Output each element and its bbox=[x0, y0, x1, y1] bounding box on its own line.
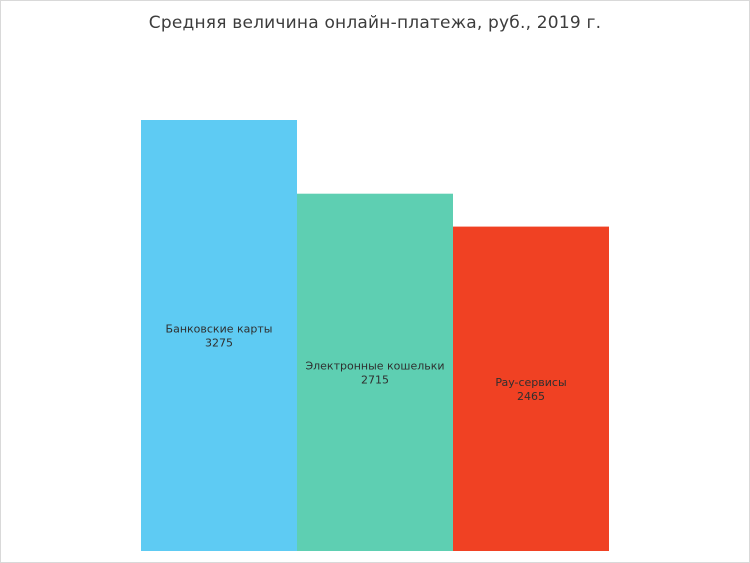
chart-title: Средняя величина онлайн-платежа, руб., 2… bbox=[148, 13, 602, 33]
bar-value-label: 2715 bbox=[361, 373, 389, 386]
bar-value-label: 3275 bbox=[205, 337, 233, 350]
bar-category-label: Банковские карты bbox=[166, 323, 273, 336]
bar-category-label: Электронные кошельки bbox=[305, 359, 444, 372]
bar-1 bbox=[141, 120, 297, 551]
bars-layer bbox=[141, 120, 609, 552]
bar-3 bbox=[453, 226, 609, 551]
bar-value-label: 2465 bbox=[517, 390, 545, 403]
bar-2 bbox=[297, 193, 453, 552]
bar-category-label: Pay-сервисы bbox=[495, 376, 566, 389]
